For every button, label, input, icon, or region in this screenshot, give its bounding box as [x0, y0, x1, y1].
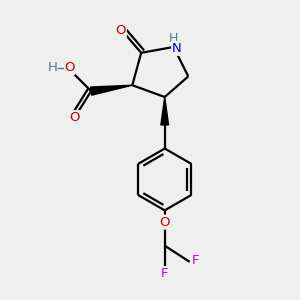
- Text: H: H: [169, 32, 178, 45]
- Text: F: F: [192, 254, 200, 267]
- Polygon shape: [161, 97, 169, 125]
- Text: F: F: [161, 267, 169, 280]
- Polygon shape: [91, 85, 132, 95]
- Text: H: H: [48, 61, 58, 74]
- Text: O: O: [115, 24, 126, 37]
- Text: O: O: [160, 216, 170, 229]
- Text: O: O: [70, 111, 80, 124]
- Text: O: O: [64, 61, 74, 74]
- Text: N: N: [172, 42, 182, 55]
